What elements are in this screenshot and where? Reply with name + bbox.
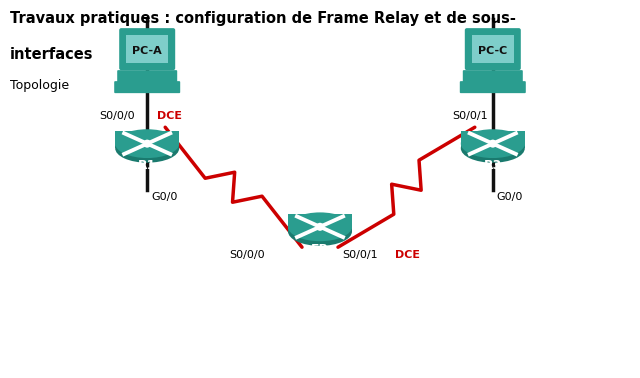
FancyBboxPatch shape bbox=[465, 28, 521, 70]
Text: DCE: DCE bbox=[157, 111, 182, 121]
Text: R1: R1 bbox=[138, 160, 156, 172]
Text: S0/0/1: S0/0/1 bbox=[342, 250, 378, 260]
Text: R3: R3 bbox=[484, 160, 502, 172]
Text: Topologie: Topologie bbox=[10, 79, 68, 92]
FancyBboxPatch shape bbox=[461, 131, 525, 148]
FancyBboxPatch shape bbox=[119, 28, 175, 70]
Text: G0/0: G0/0 bbox=[151, 192, 177, 201]
Ellipse shape bbox=[288, 217, 352, 246]
Text: Travaux pratiques : configuration de Frame Relay et de sous-: Travaux pratiques : configuration de Fra… bbox=[10, 11, 515, 26]
Circle shape bbox=[143, 139, 151, 148]
Text: PC-C: PC-C bbox=[478, 46, 508, 56]
Ellipse shape bbox=[461, 129, 525, 158]
FancyBboxPatch shape bbox=[115, 131, 179, 148]
Text: FR: FR bbox=[311, 243, 329, 256]
Text: interfaces: interfaces bbox=[10, 47, 93, 62]
Text: G0/0: G0/0 bbox=[497, 192, 523, 201]
Text: DCE: DCE bbox=[395, 250, 420, 260]
FancyBboxPatch shape bbox=[472, 35, 514, 63]
Ellipse shape bbox=[288, 212, 352, 241]
FancyBboxPatch shape bbox=[114, 81, 180, 93]
Text: S0/0/1: S0/0/1 bbox=[452, 111, 488, 121]
FancyBboxPatch shape bbox=[288, 214, 352, 231]
Text: S0/0/0: S0/0/0 bbox=[229, 250, 265, 260]
Text: PC-A: PC-A bbox=[132, 46, 162, 56]
FancyBboxPatch shape bbox=[460, 81, 526, 93]
FancyBboxPatch shape bbox=[126, 35, 168, 63]
Circle shape bbox=[489, 139, 497, 148]
Ellipse shape bbox=[115, 129, 179, 158]
Text: S0/0/0: S0/0/0 bbox=[100, 111, 135, 121]
FancyBboxPatch shape bbox=[463, 70, 523, 84]
Ellipse shape bbox=[461, 134, 525, 163]
Ellipse shape bbox=[115, 134, 179, 163]
FancyBboxPatch shape bbox=[117, 70, 177, 84]
Circle shape bbox=[316, 223, 324, 231]
